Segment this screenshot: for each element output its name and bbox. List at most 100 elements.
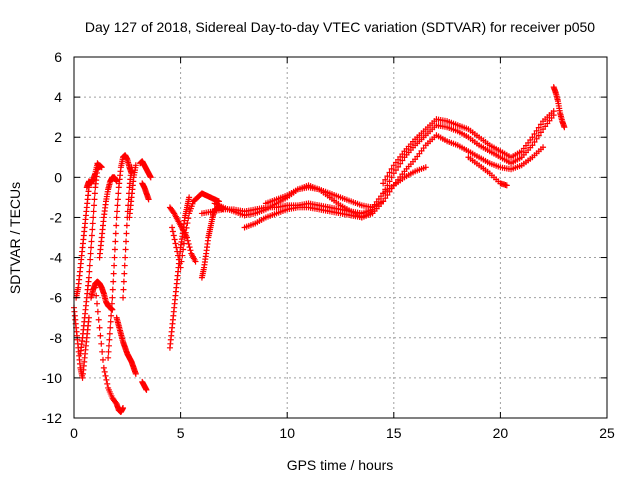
- data-point: [91, 202, 98, 209]
- data-point: [186, 244, 193, 251]
- data-point: [399, 157, 406, 164]
- data-point: [106, 330, 113, 337]
- data-point: [109, 294, 116, 301]
- series-arc-n: [139, 378, 150, 393]
- data-point: [90, 208, 97, 215]
- data-point: [114, 202, 121, 209]
- data-point: [86, 268, 93, 275]
- data-point: [90, 214, 97, 221]
- data-point: [380, 180, 387, 187]
- data-point: [531, 131, 538, 138]
- data-point: [121, 262, 128, 269]
- series-arc-d: [83, 160, 103, 191]
- y-tick-labels: -12 -10 -8 -6 -4 -2 0 2 4 6: [42, 49, 62, 426]
- data-point: [91, 196, 98, 203]
- data-point: [113, 214, 120, 221]
- data-point: [395, 163, 402, 170]
- data-point: [112, 238, 119, 245]
- data-point: [111, 254, 118, 261]
- y-tick-label: -2: [50, 209, 63, 225]
- grid: [74, 57, 607, 418]
- x-tick-label: 20: [493, 425, 509, 441]
- series-arc-ab: [550, 84, 568, 131]
- data-point: [529, 142, 536, 149]
- data-point: [186, 194, 193, 201]
- data-point: [88, 238, 95, 245]
- data-point: [171, 236, 178, 243]
- data-point: [503, 182, 510, 189]
- data-point: [108, 306, 115, 313]
- series-arc-y: [380, 108, 557, 187]
- data-point: [107, 318, 114, 325]
- series-arc-q: [166, 204, 199, 265]
- data-point: [185, 215, 192, 222]
- data-point: [91, 190, 98, 197]
- series-arc-e: [88, 278, 116, 313]
- series-arc-m: [139, 180, 152, 203]
- data-point: [533, 135, 540, 142]
- data-point: [147, 174, 154, 181]
- data-point: [177, 264, 184, 271]
- data-point: [386, 169, 393, 176]
- series-arc-g: [96, 174, 120, 261]
- data-point: [173, 244, 180, 251]
- data-point: [87, 256, 94, 263]
- data-point: [120, 404, 127, 411]
- data-point: [89, 220, 96, 227]
- data-point: [120, 286, 127, 293]
- data-point: [99, 348, 106, 355]
- y-tick-label: -6: [50, 290, 63, 306]
- y-tick-label: -10: [42, 370, 62, 386]
- data-point: [561, 124, 568, 131]
- data-point: [145, 196, 152, 203]
- data-point: [110, 278, 117, 285]
- data-point: [121, 270, 128, 277]
- data-point: [422, 164, 429, 171]
- y-tick-label: -8: [50, 330, 63, 346]
- data-point: [111, 246, 118, 253]
- data-point: [114, 196, 121, 203]
- y-tick-label: 4: [54, 89, 62, 105]
- series-arc-l: [137, 158, 154, 181]
- data-point: [105, 342, 112, 349]
- series-arc-r: [198, 204, 227, 281]
- data-point: [380, 198, 387, 205]
- data-point: [397, 160, 404, 167]
- data-point: [103, 376, 110, 383]
- data-point: [382, 195, 389, 202]
- series-arc-aa: [465, 154, 510, 189]
- series-arc-f: [92, 284, 127, 415]
- y-tick-label: 0: [54, 169, 62, 185]
- data-point: [96, 324, 103, 331]
- data-point: [178, 258, 185, 265]
- data-point: [123, 230, 130, 237]
- chart-title: Day 127 of 2018, Sidereal Day-to-day VTE…: [85, 19, 595, 35]
- data-point: [104, 380, 111, 387]
- data-point: [537, 121, 544, 128]
- series-arc-b: [73, 184, 92, 301]
- data-point: [88, 232, 95, 239]
- data-point: [122, 254, 129, 261]
- y-tick-label: 6: [54, 49, 62, 65]
- data-point: [87, 250, 94, 257]
- data-point: [388, 174, 395, 181]
- data-point: [95, 316, 102, 323]
- data-point: [533, 127, 540, 134]
- series-arc-z: [369, 164, 429, 211]
- data-point: [123, 222, 130, 229]
- data-point: [96, 164, 103, 171]
- x-axis-label: GPS time / hours: [287, 457, 394, 473]
- data-point: [183, 234, 190, 241]
- data-point: [170, 232, 177, 239]
- series-arc-i: [113, 314, 139, 377]
- data-point: [169, 224, 176, 231]
- series-arc-a: [71, 304, 92, 381]
- data-point: [172, 240, 179, 247]
- data-point: [86, 262, 93, 269]
- data-point: [108, 300, 115, 307]
- data-point: [99, 356, 106, 363]
- series-arc-h: [105, 152, 135, 361]
- plot-frame: [73, 56, 608, 419]
- x-tick-label: 0: [70, 425, 78, 441]
